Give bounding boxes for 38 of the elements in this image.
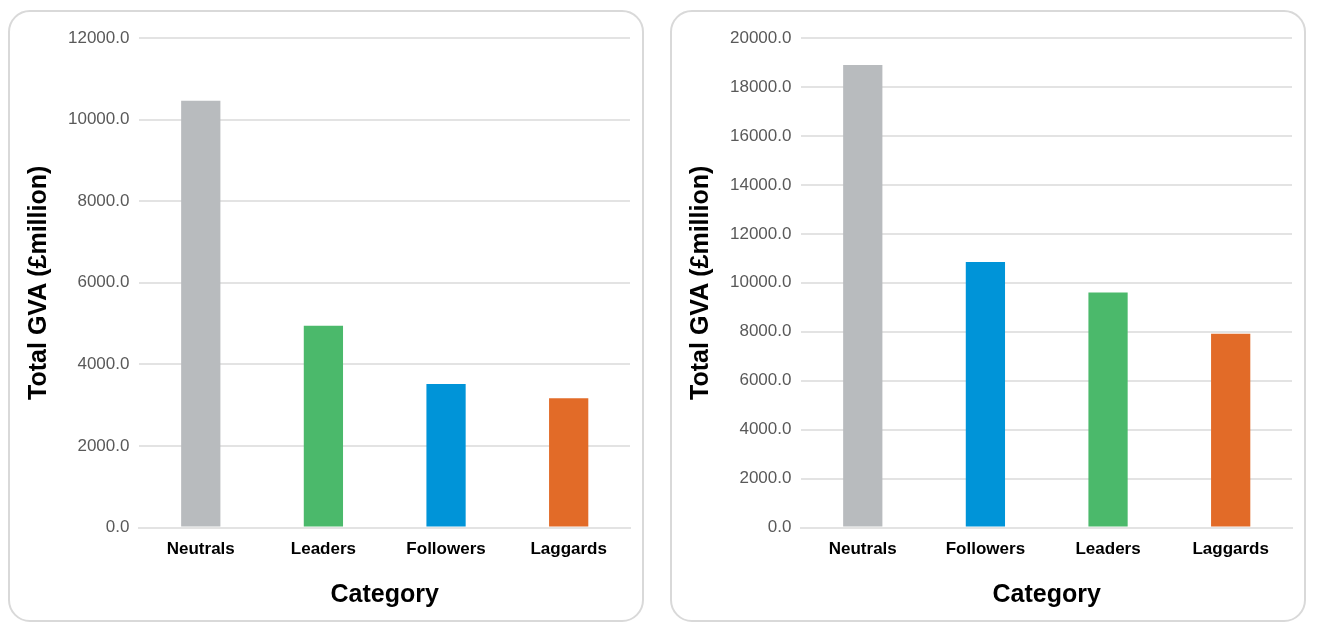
y-tick-label: 8000.0: [77, 190, 130, 210]
y-tick-label: 2000.0: [739, 468, 792, 488]
bar: [843, 64, 883, 527]
y-tick-label: 10000.0: [68, 109, 130, 129]
y-tick-label: 16000.0: [730, 125, 792, 145]
bar: [965, 261, 1006, 527]
bar: [181, 100, 221, 527]
x-tick-label: Neutrals: [166, 539, 235, 559]
y-axis-title: Total GVA (£million): [22, 165, 51, 400]
y-tick-label: 4000.0: [739, 419, 792, 439]
y-tick-label: 10000.0: [730, 272, 792, 292]
x-axis-title: Category: [992, 578, 1101, 607]
x-tick-label: Leaders: [290, 539, 357, 559]
y-tick-label: 4000.0: [77, 354, 130, 374]
y-tick-label: 20000.0: [730, 27, 792, 47]
y-tick-label: 12000.0: [68, 27, 130, 47]
y-axis-title: Total GVA (£million): [684, 165, 713, 400]
bar: [1211, 333, 1251, 527]
x-axis-title: Category: [330, 578, 439, 607]
y-tick-label: 8000.0: [739, 321, 792, 341]
x-tick-label: Laggards: [530, 539, 607, 559]
x-tick-label: Leaders: [1075, 539, 1141, 559]
x-tick-label: Neutrals: [828, 539, 897, 559]
y-tick-label: 2000.0: [77, 435, 130, 455]
y-tick-label: 0.0: [767, 517, 792, 537]
x-tick-label: Followers: [406, 539, 486, 559]
x-tick-label: Followers: [945, 539, 1026, 559]
bar: [1088, 292, 1128, 527]
y-tick-label: 12000.0: [730, 223, 792, 243]
y-tick-label: 18000.0: [730, 76, 792, 96]
y-tick-label: 0.0: [105, 517, 130, 537]
y-tick-label: 6000.0: [77, 272, 130, 292]
y-tick-label: 14000.0: [730, 174, 792, 194]
bar: [549, 398, 589, 527]
x-tick-label: Laggards: [1192, 539, 1269, 559]
bar: [426, 383, 466, 527]
bar: [303, 325, 344, 527]
y-tick-label: 6000.0: [739, 370, 792, 390]
